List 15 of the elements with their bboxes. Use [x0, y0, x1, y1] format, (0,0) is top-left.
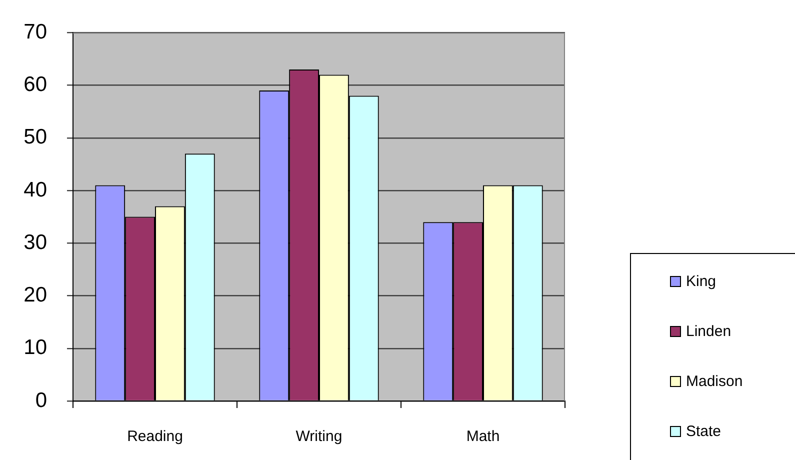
- y-tick-label: 50: [24, 126, 47, 149]
- legend-label: State: [686, 422, 722, 440]
- y-tick-label: 0: [35, 388, 47, 412]
- x-tick-label: Math: [466, 428, 500, 446]
- x-tick-label: Writing: [296, 428, 342, 446]
- y-tick-label: 20: [24, 284, 47, 307]
- x-tick-label: Reading: [127, 428, 183, 446]
- legend-label: King: [686, 272, 716, 290]
- y-tick-label: 60: [24, 73, 47, 96]
- legend-label: Madison: [686, 372, 743, 390]
- y-tick-label: 40: [24, 178, 47, 202]
- legend-label: Linden: [686, 322, 732, 340]
- y-tick-label: 70: [24, 20, 47, 44]
- y-tick-label: 10: [24, 336, 47, 360]
- y-tick-label: 30: [24, 230, 47, 254]
